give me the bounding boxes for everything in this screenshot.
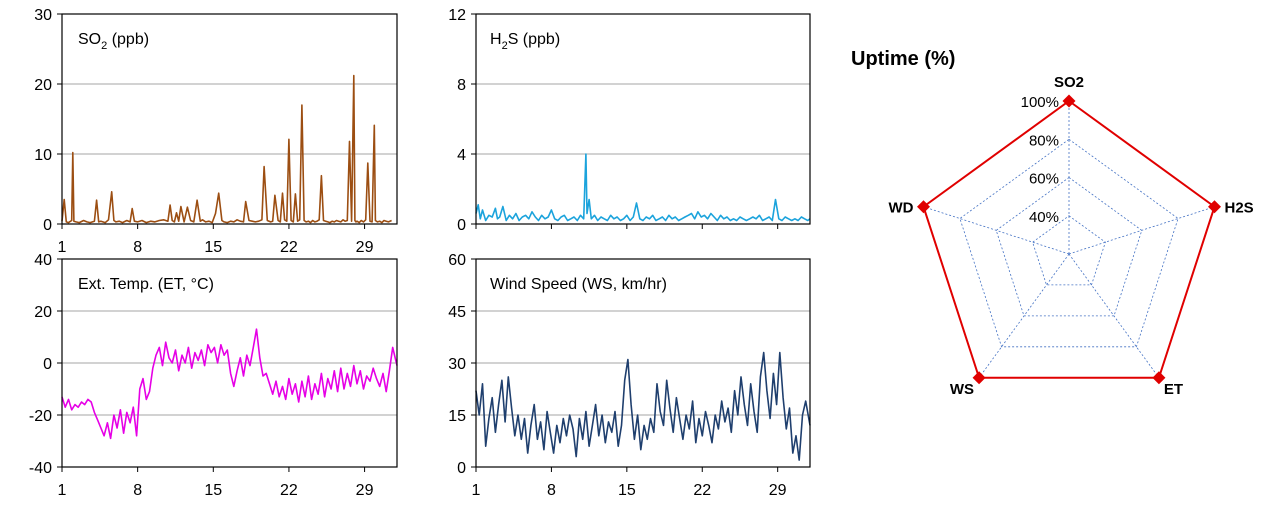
radar-series-line [922,99,1216,379]
radar-spoke [1068,206,1215,255]
panel-title: Wind Speed (WS, km/hr) [490,276,667,293]
x-tick-label: 15 [204,482,222,499]
y-tick-label: 60 [448,252,466,269]
y-tick-label: 20 [34,304,52,321]
x-tick-label: 1 [472,482,481,499]
x-tick-label: 8 [133,482,142,499]
x-tick-label: 29 [769,482,787,499]
x-tick-label: 22 [693,482,711,499]
radar-axis-label-so2: SO2 [1054,74,1084,91]
y-tick-label: 4 [457,147,466,164]
series-line [61,328,398,440]
y-tick-label: -40 [29,460,52,477]
series-line [475,153,811,222]
plot-panel-1: 0 4 8 12 H2S (ppb) [448,7,811,234]
y-tick-label: 30 [34,7,52,24]
panel-title-main: Ext. Temp. (ET, °C) [78,276,214,293]
x-tick-label: 22 [280,239,298,256]
panel-title: H2S (ppb) [490,31,560,52]
y-tick-label: 0 [43,356,52,373]
plot-panel-3: 0 15 30 45 60 1 8 15 22 29 Wind Speed (WS, km/hr) [448,252,811,499]
panel-title-main: Wind Speed (WS, km/hr) [490,276,667,293]
radar-marker-ws [972,371,986,385]
y-tick-label: 8 [457,77,466,94]
plot-frame [475,13,811,225]
radar-title: Uptime (%) [851,48,955,70]
x-tick-label: 29 [356,239,374,256]
radar-marker-wd [916,200,930,214]
y-tick-label: 15 [448,408,466,425]
x-tick-label: 1 [58,482,67,499]
panel-title: SO2 (ppb) [78,31,149,52]
radar-grid-ring [995,177,1143,317]
radar-spoke [1068,253,1160,379]
panel-title: Ext. Temp. (ET, °C) [78,276,214,293]
panel-title-subscript: 2 [101,40,107,52]
y-tick-label: 45 [448,304,466,321]
plot-frame [61,13,398,225]
y-tick-label: 0 [43,217,52,234]
panel-title-main: H [490,31,502,48]
y-tick-label: 0 [457,460,466,477]
radar-spoke [978,253,1070,379]
radar-axis-label-wd: WD [888,200,913,217]
y-tick-label: 30 [448,356,466,373]
x-tick-label: 8 [547,482,556,499]
panel-title-subscript: 2 [502,40,508,52]
x-tick-label: 22 [280,482,298,499]
panel-title-rest: S (ppb) [508,31,560,48]
radar-chart: Uptime (%) 40% 60% 80% 100% SO2 H2S ET WS WD [851,48,1254,398]
y-tick-label: 0 [457,217,466,234]
panel-title-rest: (ppb) [107,31,149,48]
radar-marker-so2 [1062,94,1076,108]
radar-tick-label: 100% [1021,94,1059,111]
y-tick-label: 40 [34,252,52,269]
series-line [61,74,392,224]
plot-panel-2: -40 -20 0 20 40 1 8 15 22 29 Ext. Temp. (ET, °C) [29,252,398,499]
radar-axis-label-et: ET [1164,381,1183,398]
y-tick-label: 10 [34,147,52,164]
series-line [475,351,811,461]
radar-marker-h2s [1208,200,1222,214]
plot-panel-0: 0 10 20 30 1 8 15 22 29 SO2 (ppb) [34,7,398,256]
y-tick-label: -20 [29,408,52,425]
y-tick-label: 20 [34,77,52,94]
radar-marker-et [1152,371,1166,385]
y-tick-label: 12 [448,7,466,24]
radar-tick-label: 40% [1029,209,1059,226]
radar-grid-ring [959,138,1179,348]
x-tick-label: 8 [133,239,142,256]
radar-axis-label-ws: WS [950,381,974,398]
x-tick-label: 29 [356,482,374,499]
radar-tick-label: 60% [1029,171,1059,188]
radar-spoke [923,206,1070,255]
x-tick-label: 15 [618,482,636,499]
radar-grid-ring [1032,215,1106,286]
radar-tick-label: 80% [1029,132,1059,149]
radar-axis-label-h2s: H2S [1225,200,1254,217]
panel-title-main: SO [78,31,101,48]
x-tick-label: 1 [58,239,67,256]
x-tick-label: 15 [204,239,222,256]
